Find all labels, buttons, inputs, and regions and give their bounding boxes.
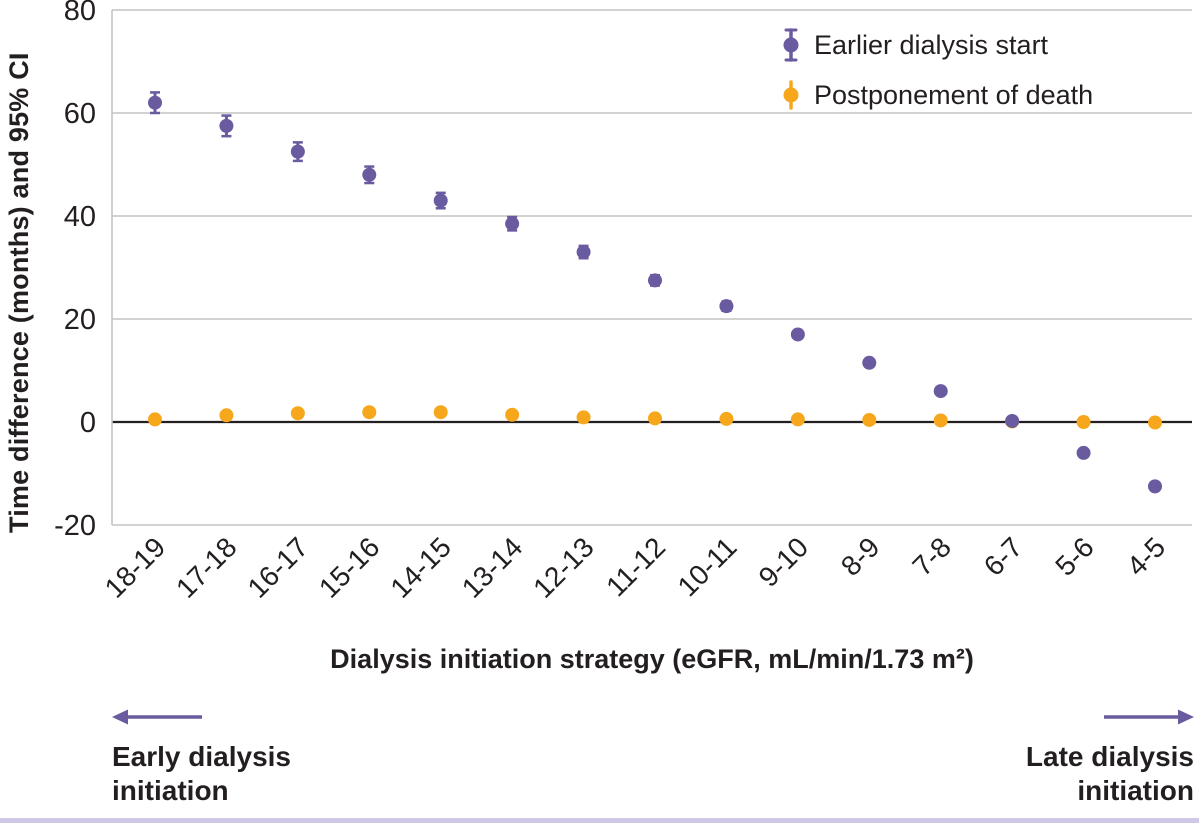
x-tick-label: 11-12 — [600, 531, 671, 602]
data-point — [505, 407, 520, 422]
data-point — [1076, 445, 1091, 460]
legend-label-earlier: Earlier dialysis start — [814, 29, 1049, 60]
x-tick-label: 14-15 — [384, 531, 457, 604]
data-point — [1148, 479, 1162, 494]
data-point — [576, 245, 591, 260]
y-tick-label: 0 — [80, 407, 96, 439]
data-point — [433, 193, 448, 208]
data-point — [290, 406, 305, 421]
data-point — [148, 95, 162, 110]
data-point — [933, 384, 948, 399]
chart-plot: 80 60 40 20 0 -2018-1917-1816-1715-1614-1513-… — [54, 0, 1192, 604]
x-tick-label: 16-17 — [242, 531, 315, 604]
data-point — [1148, 415, 1162, 430]
data-point — [1076, 415, 1091, 429]
x-tick-label: 7-8 — [906, 531, 957, 582]
legend-item-postponement: Postponement of death — [782, 74, 1093, 116]
data-point — [505, 216, 520, 231]
data-point — [648, 411, 662, 426]
postponement-series-marker-icon — [783, 80, 799, 110]
data-point — [790, 327, 805, 342]
data-point — [648, 273, 662, 288]
data-point — [290, 144, 305, 159]
data-point — [219, 118, 234, 133]
legend: Earlier dialysis start Postponement of d… — [782, 24, 1093, 116]
bottom-border — [0, 818, 1199, 823]
x-axis-title: Dialysis initiation strategy (eGFR, mL/m… — [330, 644, 974, 674]
data-point — [1005, 413, 1020, 428]
early-dialysis-label: Early dialysis initiation — [112, 741, 292, 806]
x-tick-label: 17-18 — [170, 531, 243, 604]
y-tick-label: -20 — [54, 510, 96, 542]
x-tick-label: 15-16 — [313, 531, 386, 604]
x-tick-label: 4-5 — [1121, 531, 1172, 582]
y-tick-label: 20 — [64, 304, 96, 336]
y-tick-label: 60 — [64, 98, 96, 130]
early-direction-arrow-icon — [112, 709, 202, 725]
legend-item-earlier: Earlier dialysis start — [782, 24, 1093, 66]
x-tick-label: 10-11 — [672, 531, 743, 602]
data-point — [433, 405, 448, 420]
late-dialysis-label: Late dialysis initiation — [1025, 741, 1194, 806]
x-tick-label: 5-6 — [1049, 531, 1100, 582]
earlier-series-marker-icon — [783, 28, 799, 62]
y-tick-label: 40 — [64, 201, 96, 233]
y-tick-label: 80 — [64, 0, 96, 27]
x-tick-label: 9-10 — [753, 531, 815, 593]
x-tick-label: 8-9 — [835, 531, 886, 582]
late-direction-arrow-icon — [1104, 709, 1194, 725]
data-point — [933, 413, 948, 428]
data-point — [790, 412, 805, 427]
data-point — [219, 408, 234, 423]
data-point — [576, 410, 591, 425]
data-point — [362, 405, 377, 420]
x-tick-label: 6-7 — [978, 531, 1029, 582]
x-tick-label: 18-19 — [99, 531, 172, 604]
data-point — [719, 299, 734, 314]
data-point — [362, 167, 377, 182]
data-point — [862, 355, 877, 370]
x-tick-label: 13-14 — [456, 531, 529, 604]
data-point — [862, 412, 877, 427]
data-point — [719, 411, 734, 426]
data-point — [148, 412, 162, 427]
x-tick-label: 12-13 — [527, 531, 600, 604]
legend-label-postponement: Postponement of death — [814, 79, 1094, 110]
